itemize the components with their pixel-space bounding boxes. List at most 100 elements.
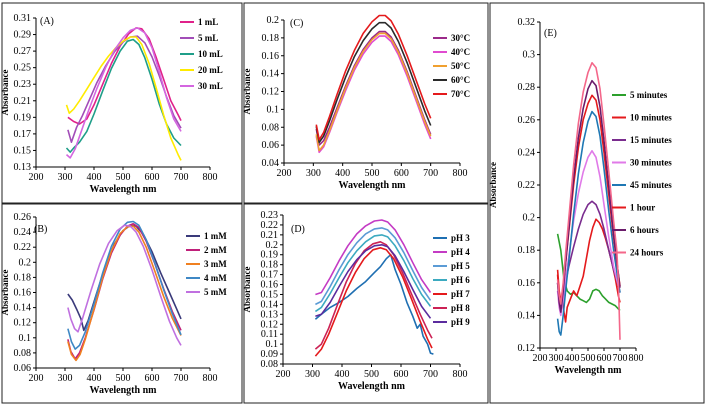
series-line-ph-9 xyxy=(315,244,432,319)
x-axis-title: Wavelength nm xyxy=(338,381,406,392)
x-tick-label: 700 xyxy=(423,369,438,380)
legend-label: 6 hours xyxy=(630,225,659,235)
y-tick-label: 0.08 xyxy=(261,359,279,370)
legend-label: pH 4 xyxy=(451,247,470,257)
x-tick-label: 600 xyxy=(394,369,409,380)
legend-label: pH 8 xyxy=(451,303,470,313)
series-line-3-mm xyxy=(67,225,182,362)
y-tick-label: 0.27 xyxy=(14,46,32,57)
legend-label: pH 9 xyxy=(451,317,470,327)
y-tick-label: 0.26 xyxy=(14,212,32,223)
x-axis-title: Wavelength nm xyxy=(339,180,407,191)
x-tick-label: 800 xyxy=(453,168,468,179)
y-tick-label: 0.16 xyxy=(261,280,279,291)
x-tick-label: 400 xyxy=(565,353,580,364)
y-tick-label: 0.06 xyxy=(262,140,280,151)
y-tick-label: 0.15 xyxy=(14,145,32,156)
x-tick-label: 800 xyxy=(629,353,644,364)
x-tick-label: 700 xyxy=(174,373,189,384)
x-tick-label: 300 xyxy=(549,353,564,364)
y-tick-label: 0.18 xyxy=(262,33,280,44)
y-tick-label: 0.24 xyxy=(518,147,536,158)
y-tick-label: 0.06 xyxy=(14,363,32,374)
y-tick-label: 0.26 xyxy=(518,115,536,126)
y-tick-label: 0.31 xyxy=(14,13,32,24)
x-tick-label: 500 xyxy=(365,168,380,179)
y-tick-label: 0.09 xyxy=(261,349,279,360)
series-line-60-c xyxy=(315,21,432,144)
y-tick-label: 0.16 xyxy=(518,278,536,289)
y-tick-label: 0.23 xyxy=(261,210,279,221)
legend-label: 1 mM xyxy=(204,231,227,241)
y-tick-label: 0.12 xyxy=(261,319,279,330)
y-tick-label: 0.3 xyxy=(523,50,536,61)
legend-label: 10 mL xyxy=(198,49,223,59)
x-tick-label: 400 xyxy=(335,369,350,380)
x-tick-label: 200 xyxy=(29,373,44,384)
legend-label: 24 hours xyxy=(630,248,664,258)
legend-label: 3 mM xyxy=(204,259,227,269)
legend-label: 2 mM xyxy=(204,245,227,255)
y-tick-label: 0.22 xyxy=(14,242,32,253)
y-tick-label: 0.18 xyxy=(518,245,536,256)
y-axis-title: Absorbance xyxy=(0,69,10,115)
legend-label: 50°C xyxy=(451,61,470,71)
legend-label: 4 mM xyxy=(204,273,227,283)
legend-label: 10 minutes xyxy=(630,113,672,123)
y-tick-label: 0.14 xyxy=(261,299,279,310)
y-tick-label: 0.21 xyxy=(261,230,279,241)
series-line-ph-6 xyxy=(314,234,432,313)
x-tick-label: 800 xyxy=(203,172,218,183)
x-tick-label: 600 xyxy=(597,353,612,364)
x-tick-label: 400 xyxy=(87,373,102,384)
series-line-ph-4 xyxy=(315,219,432,296)
legend-label: 15 minutes xyxy=(630,135,672,145)
y-tick-label: 0.12 xyxy=(262,87,280,98)
y-tick-label: 0.25 xyxy=(14,63,32,74)
y-tick-label: 0.14 xyxy=(14,303,32,314)
x-tick-label: 500 xyxy=(116,373,131,384)
series-line-10-ml xyxy=(65,38,182,153)
legend-label: 30 mL xyxy=(198,81,223,91)
legend-label: 5 mM xyxy=(204,287,227,297)
legend-label: 1 hour xyxy=(630,203,655,213)
y-tick-label: 0.24 xyxy=(14,227,32,238)
y-tick-label: 0.1 xyxy=(19,333,32,344)
panel-e: 200 300 400 500 600 700 800 0.12 0.14 0.16 0.18 0.2… xyxy=(488,2,705,404)
y-tick-label: 0.16 xyxy=(262,51,280,62)
series-line-70-c xyxy=(315,14,432,141)
panel-c: 200 300 400 500 600 700 800 0.04 0.06 0.08 0.1 0.12… xyxy=(242,2,489,204)
panel-label: (A) xyxy=(40,16,54,27)
y-tick-label: 0.29 xyxy=(14,30,32,41)
y-tick-label: 0.22 xyxy=(518,180,536,191)
x-tick-label: 500 xyxy=(116,172,131,183)
panel-b: 200 300 400 500 600 700 800 0.06 0.08 0.1 0.12 0.14… xyxy=(0,203,243,404)
panel-label: (D) xyxy=(291,224,305,235)
x-tick-label: 400 xyxy=(335,168,350,179)
y-tick-label: 0.16 xyxy=(14,288,32,299)
y-tick-label: 0.12 xyxy=(14,318,32,329)
series-line-5-minutes xyxy=(556,233,621,312)
series-line-24-hours xyxy=(556,62,621,340)
x-tick-label: 300 xyxy=(58,172,73,183)
y-tick-label: 0.04 xyxy=(262,158,280,169)
x-tick-label: 700 xyxy=(423,168,438,179)
y-tick-label: 0.17 xyxy=(14,129,32,140)
y-tick-label: 0.18 xyxy=(261,260,279,271)
legend-label: 30°C xyxy=(451,33,470,43)
series-line-ph-5 xyxy=(315,227,432,306)
y-tick-label: 0.2 xyxy=(19,257,32,268)
y-tick-label: 0.19 xyxy=(14,112,32,123)
legend-label: 5 minutes xyxy=(630,90,668,100)
x-tick-label: 700 xyxy=(174,172,189,183)
x-tick-label: 800 xyxy=(453,369,468,380)
x-tick-label: 600 xyxy=(394,168,409,179)
panel-a: 200 300 400 500 600 700 800 0.13 0.15 0.17 0.19 0.2… xyxy=(0,2,243,204)
x-tick-label: 300 xyxy=(306,168,321,179)
legend-label: 1 mL xyxy=(198,17,218,27)
panel-border xyxy=(243,203,489,404)
legend-label: pH 7 xyxy=(451,289,470,299)
legend-label: 70°C xyxy=(451,89,470,99)
y-tick-label: 0.08 xyxy=(262,122,280,133)
